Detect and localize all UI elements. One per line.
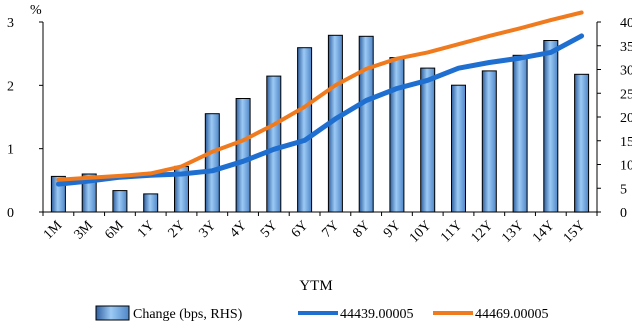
- x-tick-label-7Y: 7Y: [320, 218, 343, 241]
- x-tick-label-2Y: 2Y: [166, 218, 189, 241]
- line-series: [55, 10, 585, 187]
- x-tick-label-15Y: 15Y: [561, 218, 589, 246]
- right-tick-label: 10: [620, 159, 632, 174]
- x-tick-label-1Y: 1Y: [135, 218, 158, 241]
- right-tick-label: 15: [620, 135, 632, 150]
- x-axis-tick-labels: 1M 3M 6M 1Y 2Y 3Y 4Y 5Y 6Y 7Y 8Y 9Y 10Y 11Y 12Y 13Y 14Y 1…: [41, 218, 589, 246]
- bar-13Y: [512, 54, 528, 213]
- left-axis-tick-labels: 0 1 2 3: [7, 16, 14, 221]
- right-tick-label: 20: [620, 111, 632, 126]
- left-tick-label: 2: [7, 79, 14, 94]
- left-tick-label: 3: [7, 16, 14, 31]
- bar-8Y: [358, 35, 374, 213]
- right-tick-label: 5: [620, 182, 627, 197]
- x-tick-label-6Y: 6Y: [289, 218, 312, 241]
- legend-label-bar: Change (bps, RHS): [133, 307, 243, 322]
- x-tick-label-11Y: 11Y: [438, 218, 465, 245]
- x-tick-label-14Y: 14Y: [530, 218, 558, 246]
- x-tick-label-12Y: 12Y: [468, 218, 496, 246]
- bar-6Y: [297, 47, 313, 213]
- bar-6M: [112, 190, 128, 213]
- legend-label-line-1: 44439.00005: [340, 307, 414, 322]
- bar-4Y: [235, 98, 251, 213]
- x-tick-label-3M: 3M: [72, 218, 97, 243]
- x-tick-label-4Y: 4Y: [227, 218, 250, 241]
- y-axis-label-left: %: [30, 3, 42, 18]
- legend-label-line-2: 44469.00005: [475, 307, 549, 322]
- legend: Change (bps, RHS) 44439.00005 44469.0000…: [95, 305, 549, 322]
- bar-1Y: [143, 193, 159, 213]
- bar-10Y: [420, 67, 436, 213]
- right-tick-label: 40: [620, 16, 632, 31]
- axes: [39, 21, 601, 216]
- legend-swatch-bar: [95, 305, 130, 321]
- bar-11Y: [451, 84, 466, 213]
- bar-9Y: [389, 57, 405, 213]
- left-tick-label: 1: [7, 143, 14, 158]
- right-axis-tick-labels: 0 5 10 15 20 25 30 35 40: [620, 16, 632, 221]
- line-series-1: [55, 33, 585, 187]
- bar-15Y: [574, 73, 590, 213]
- x-tick-label-6M: 6M: [102, 218, 127, 243]
- bar-3Y: [204, 113, 220, 213]
- x-tick-label-13Y: 13Y: [499, 218, 527, 246]
- x-axis-label: YTM: [299, 278, 332, 294]
- x-tick-label-10Y: 10Y: [407, 218, 435, 246]
- bar-14Y: [543, 40, 559, 213]
- x-tick-label-1M: 1M: [41, 218, 66, 243]
- bar-12Y: [481, 70, 497, 213]
- right-tick-label: 30: [620, 64, 632, 79]
- x-tick-label-3Y: 3Y: [196, 218, 219, 241]
- line-series-2: [56, 10, 584, 182]
- x-tick-label-5Y: 5Y: [258, 218, 281, 241]
- right-tick-label: 35: [620, 40, 632, 55]
- left-tick-label: 0: [7, 206, 14, 221]
- right-tick-label: 25: [620, 87, 632, 102]
- bar-5Y: [266, 75, 282, 213]
- x-tick-label-9Y: 9Y: [381, 218, 404, 241]
- x-tick-label-8Y: 8Y: [350, 218, 373, 241]
- right-tick-label: 0: [620, 206, 627, 221]
